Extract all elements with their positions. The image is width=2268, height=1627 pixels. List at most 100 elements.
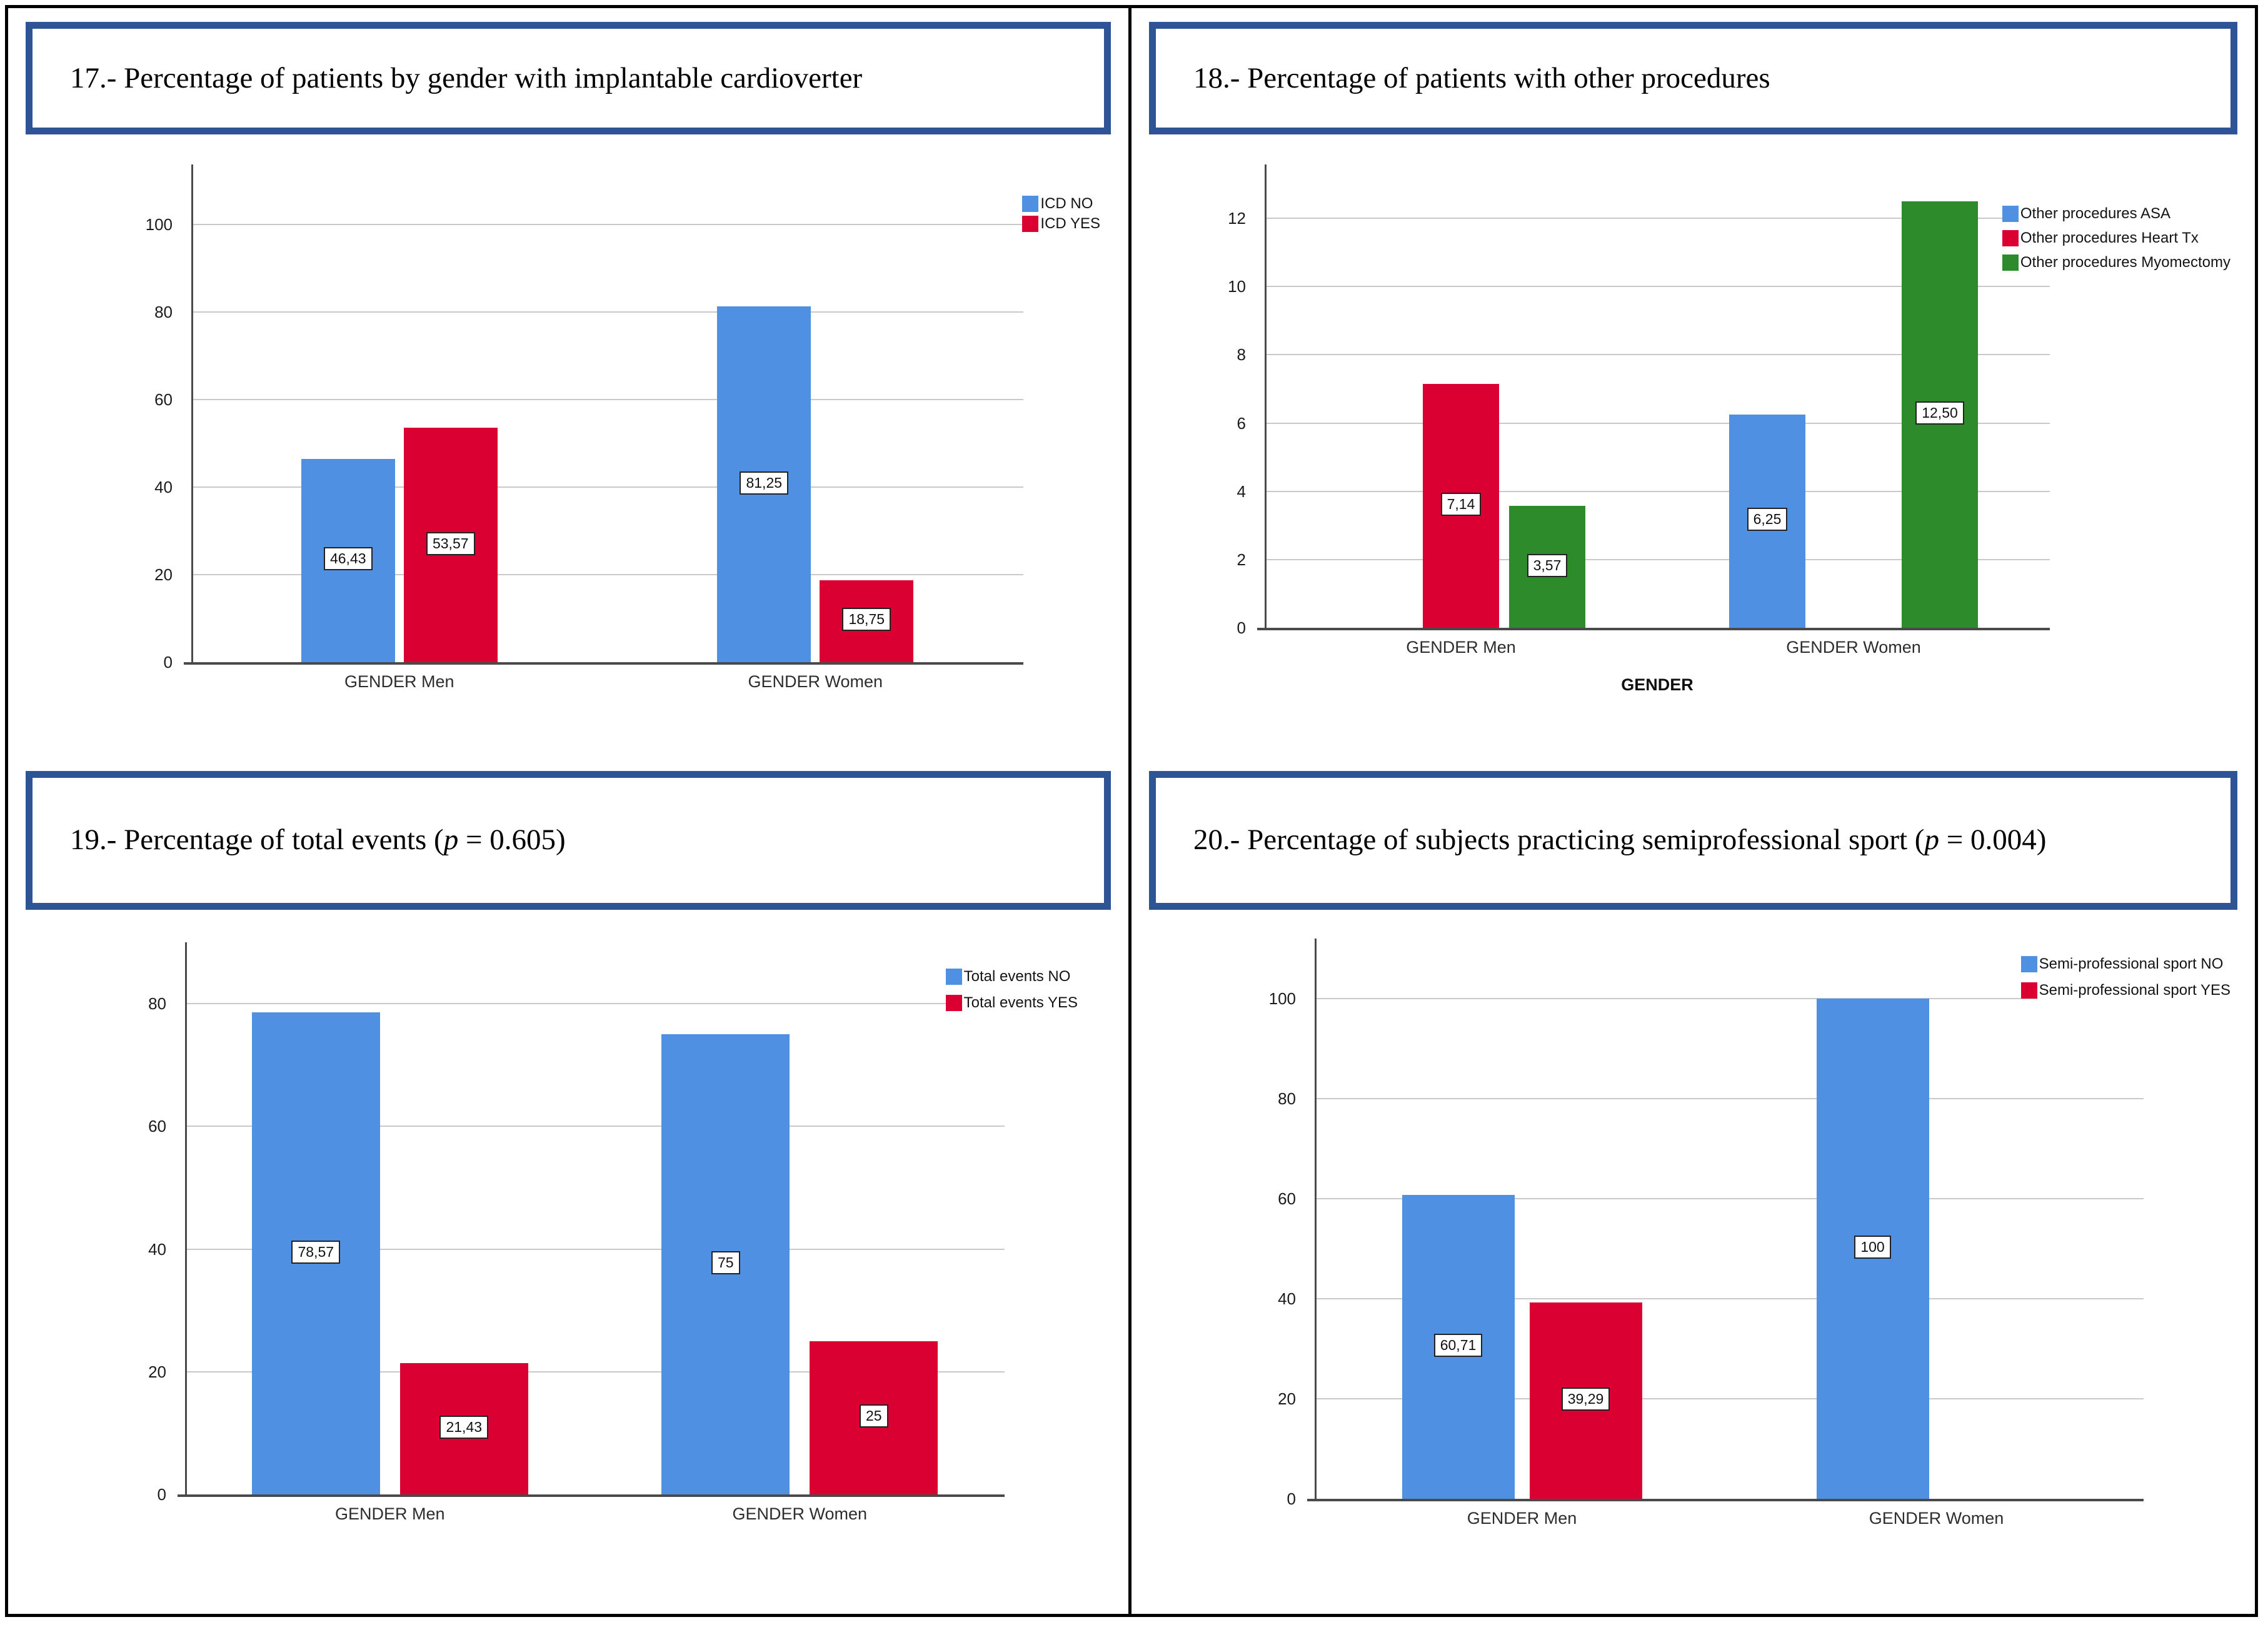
chart-20: 0 20 40 60 80 100 GENDER Men 60,71 39,29 GENDER W…: [1149, 929, 2237, 1610]
gridline: [191, 224, 1023, 225]
panel-17: 17.- Percentage of patients by gender wi…: [8, 8, 1131, 765]
legend-item: Other procedures ASA: [2002, 204, 2232, 223]
y-tick-label: 2: [1237, 550, 1246, 569]
title-text-part: = 0.004): [1939, 824, 2047, 857]
bar-value-label: 39,29: [1542, 1387, 1630, 1411]
y-axis-line: [1315, 939, 1317, 1499]
panel-19: 19.- Percentage of total events (p = 0.6…: [8, 765, 1131, 1614]
x-axis-line: [1307, 1499, 2144, 1501]
gridline: [185, 1126, 1005, 1127]
bar-value-text: 18,75: [842, 608, 891, 632]
bar-value-text: 46,43: [323, 547, 373, 571]
panel-18-title-box: 18.- Percentage of patients with other p…: [1149, 22, 2237, 134]
bar-value-label: 6,25: [1724, 508, 1811, 531]
legend-item: Total events NO: [945, 967, 1080, 986]
y-tick-label: 40: [1278, 1289, 1296, 1308]
bar-value-label: 21,43: [420, 1415, 508, 1439]
y-axis-line: [185, 942, 187, 1494]
bar-value-label: 81,25: [720, 471, 808, 495]
bar-value-text: 53,57: [426, 531, 475, 555]
gridline: [185, 1248, 1005, 1250]
legend-swatch: [945, 995, 962, 1011]
bar-value-text: 25: [859, 1404, 888, 1428]
legend-item: Other procedures Heart Tx: [2002, 229, 2232, 248]
legend-label: Total events NO: [961, 967, 1073, 986]
y-tick-label: 6: [1237, 413, 1246, 433]
legend-label: Semi-professional sport YES: [2037, 981, 2232, 1000]
legend-label: ICD YES: [1038, 214, 1102, 233]
chart-17: 0 20 40 60 80 100 GENDER Men 46,43 53,57 GENDER W…: [26, 156, 1111, 731]
y-tick-label: 4: [1237, 481, 1246, 501]
legend-item: Semi-professional sport YES: [2020, 981, 2232, 1000]
legend-item: Other procedures Myomectomy: [2002, 253, 2232, 272]
title-text-part: 17.- Percentage of patients by gender wi…: [70, 62, 863, 94]
figure-frame: 17.- Percentage of patients by gender wi…: [5, 5, 2258, 1617]
gridline: [1315, 1398, 2144, 1399]
chart-19: 0 20 40 60 80 GENDER Men 78,57 21,43 GENDER Wome…: [26, 929, 1111, 1610]
panel-19-title-box: 19.- Percentage of total events (p = 0.6…: [26, 771, 1111, 910]
bar-value-text: 75: [711, 1251, 740, 1275]
y-tick-label: 40: [154, 478, 173, 496]
gridline: [1315, 1098, 2144, 1099]
legend-item: Semi-professional sport NO: [2020, 955, 2232, 974]
x-category-label: GENDER Women: [732, 1504, 868, 1523]
y-tick-label: 0: [1237, 618, 1246, 637]
chart-legend: Total events NO Total events YES: [945, 967, 1080, 1012]
title-text-part: = 0.605): [458, 824, 566, 857]
y-tick-label: 20: [148, 1362, 166, 1381]
legend-label: Semi-professional sport NO: [2037, 955, 2225, 974]
legend-item: Total events YES: [945, 994, 1080, 1012]
gridline: [1265, 354, 2050, 356]
bar-value-label: 7,14: [1417, 493, 1505, 516]
x-axis-line: [178, 1494, 1005, 1497]
legend-swatch: [2020, 956, 2037, 972]
gridline: [1315, 998, 2144, 999]
bar-value-text: 7,14: [1440, 493, 1482, 516]
y-axis-line: [191, 164, 193, 662]
legend-label: Other procedures Heart Tx: [2018, 229, 2200, 248]
chart-legend: Semi-professional sport NO Semi-professio…: [2020, 955, 2232, 1000]
gridline: [191, 486, 1023, 488]
gridline: [1265, 422, 2050, 424]
x-axis-title: GENDER: [1621, 675, 1693, 694]
legend-swatch: [2002, 230, 2019, 246]
x-category-label: GENDER Men: [334, 1504, 445, 1523]
y-tick-label: 80: [154, 303, 173, 321]
gridline: [185, 1371, 1005, 1373]
legend-swatch: [1022, 196, 1039, 212]
legend-label: Other procedures Myomectomy: [2018, 253, 2232, 272]
panel-20-title-box: 20.- Percentage of subjects practicing s…: [1149, 771, 2237, 910]
bar-value-text: 39,29: [1561, 1387, 1610, 1411]
title-italic-part: p: [1924, 824, 1939, 857]
x-category-label: GENDER Men: [344, 672, 454, 691]
gridline: [1265, 218, 2050, 219]
y-tick-label: 60: [148, 1117, 166, 1136]
x-axis-line: [184, 662, 1023, 665]
bar-value-text: 100: [1854, 1236, 1891, 1259]
y-tick-label: 10: [1228, 277, 1246, 296]
bar-value-label: 78,57: [272, 1240, 359, 1264]
y-tick-label: 12: [1228, 209, 1246, 228]
bar-value-label: 12,50: [1896, 401, 1984, 425]
panel-17-title-box: 17.- Percentage of patients by gender wi…: [26, 22, 1111, 134]
bar-value-label: 60,71: [1415, 1334, 1502, 1358]
legend-swatch: [1022, 216, 1039, 232]
bar-value-label: 25: [830, 1404, 918, 1428]
bar-value-label: 53,57: [407, 531, 494, 555]
y-axis-line: [1265, 164, 1267, 628]
bar-value-label: 18,75: [823, 608, 910, 632]
panel-18-title: 18.- Percentage of patients with other p…: [1193, 61, 2195, 95]
y-tick-label: 60: [154, 390, 173, 409]
y-tick-label: 0: [157, 1485, 166, 1504]
legend-swatch: [2020, 982, 2037, 999]
gridline: [1265, 286, 2050, 288]
bar-value-label: 3,57: [1503, 553, 1591, 577]
y-tick-label: 100: [145, 215, 173, 234]
gridline: [1315, 1198, 2144, 1199]
x-category-label: GENDER Men: [1467, 1509, 1577, 1528]
legend-label: ICD NO: [1038, 194, 1095, 213]
gridline: [1265, 490, 2050, 492]
title-text-part: 19.- Percentage of total events (: [70, 824, 444, 857]
panel-18: 18.- Percentage of patients with other p…: [1131, 8, 2255, 765]
gridline: [191, 399, 1023, 400]
